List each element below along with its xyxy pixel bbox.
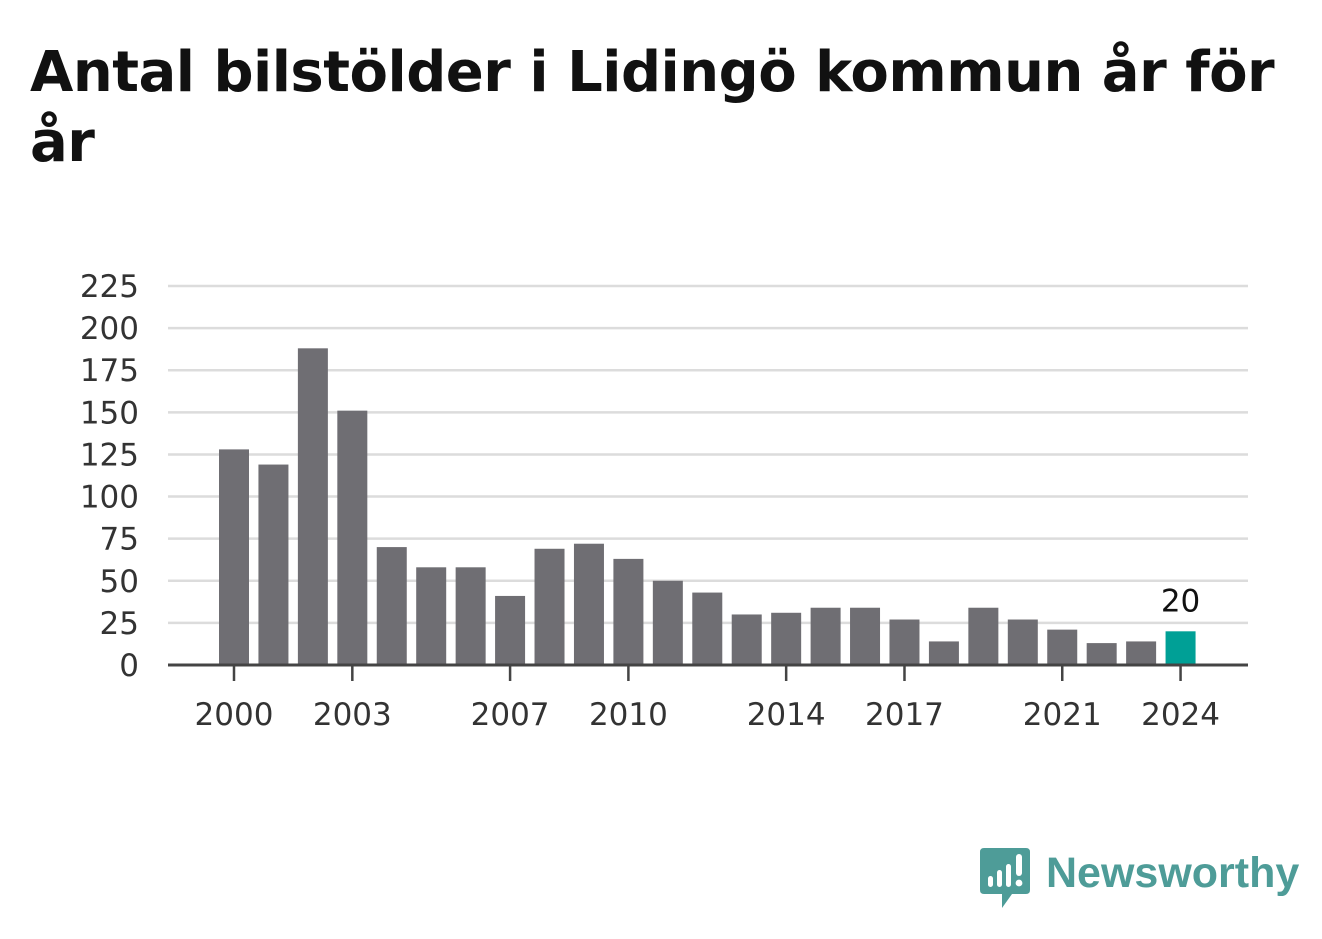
y-axis-ticks: 0 25 50 75 100 125 150 175 200 225 <box>80 269 139 684</box>
y-tick-label: 50 <box>100 564 139 600</box>
bar-2000 <box>219 449 249 665</box>
y-tick-label: 200 <box>80 311 139 347</box>
bar-2004 <box>376 547 407 665</box>
chart-title: Antal bilstölder i Lidingö kommun år för… <box>30 40 1275 175</box>
y-tick-label: 25 <box>100 606 139 642</box>
bar-2010 <box>613 558 644 665</box>
bar-2013 <box>731 614 762 665</box>
bar-2015 <box>810 607 841 665</box>
brand-logo: Newsworthy <box>980 848 1299 910</box>
bar-2008 <box>534 548 565 665</box>
bar-2020 <box>1007 619 1038 665</box>
x-tick-label: 2014 <box>747 697 826 733</box>
y-tick-label: 0 <box>119 648 139 684</box>
bar-2006 <box>455 567 486 665</box>
y-tick-label: 125 <box>80 437 139 473</box>
bar-2016 <box>850 607 881 665</box>
x-tick-label: 2000 <box>195 697 274 733</box>
y-tick-label: 150 <box>80 395 139 431</box>
bar-2001 <box>258 464 289 665</box>
bar-2011 <box>652 580 683 665</box>
x-tick-label: 2007 <box>471 697 550 733</box>
y-tick-label: 100 <box>80 480 139 516</box>
x-tick-label: 2017 <box>865 697 944 733</box>
bar-2007 <box>495 595 526 665</box>
bar-2017 <box>889 619 920 665</box>
y-tick-label: 175 <box>80 353 139 389</box>
bar-2018 <box>928 641 959 665</box>
gridlines <box>168 284 1248 625</box>
bar-2012 <box>692 592 723 665</box>
y-tick-label: 75 <box>100 522 139 558</box>
bar-2023 <box>1126 641 1157 665</box>
bar-2022 <box>1086 643 1117 665</box>
bar-2003 <box>337 410 368 665</box>
bar-2014 <box>771 612 802 665</box>
x-axis: 2000 2003 2007 2010 2014 2017 2021 2024 <box>168 663 1248 733</box>
newsworthy-logo-icon <box>980 848 1030 908</box>
brand-name: Newsworthy <box>1046 849 1300 897</box>
bar-2002 <box>297 348 328 665</box>
bar-2024 <box>1165 631 1196 665</box>
x-tick-label: 2010 <box>589 697 668 733</box>
annotations: 20 <box>1161 583 1200 619</box>
data-label-2024: 20 <box>1161 583 1200 619</box>
y-tick-label: 225 <box>80 269 139 305</box>
bar-2009 <box>573 543 604 665</box>
x-tick-label: 2024 <box>1141 697 1220 733</box>
x-tick-label: 2021 <box>1023 697 1102 733</box>
bars <box>219 348 1196 665</box>
x-tick-label: 2003 <box>313 697 392 733</box>
bar-2021 <box>1047 629 1078 665</box>
bar-2005 <box>416 567 447 665</box>
bar-2019 <box>968 607 999 665</box>
